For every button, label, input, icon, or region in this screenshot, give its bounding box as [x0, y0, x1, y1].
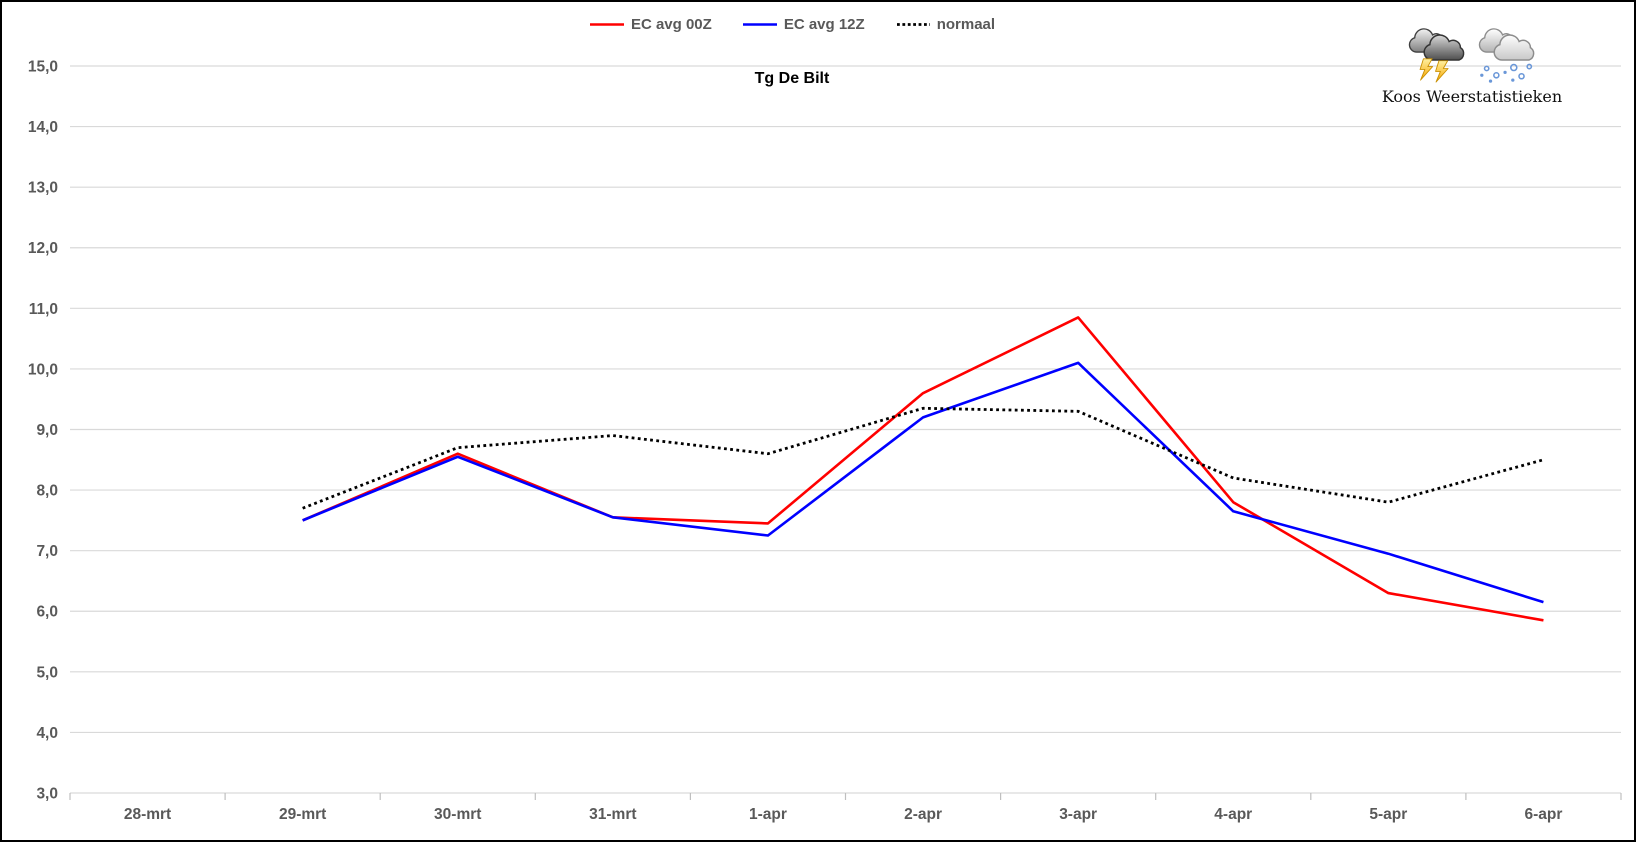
- y-axis-tick-label: 6,0: [36, 604, 58, 621]
- legend-marker-red-line-icon: [589, 23, 624, 26]
- y-axis-tick-label: 15,0: [28, 58, 58, 75]
- x-axis-tick-label: 28-mrt: [124, 806, 171, 823]
- legend-item-ec-avg-00z: EC avg 00Z: [589, 16, 712, 33]
- branding-icons: [1405, 22, 1539, 84]
- legend-marker-blue-line-icon: [742, 23, 777, 26]
- legend-label: EC avg 00Z: [630, 16, 712, 33]
- y-axis-tick-label: 10,0: [28, 361, 58, 378]
- x-axis-tick-label: 31-mrt: [589, 806, 636, 823]
- y-axis-tick-label: 8,0: [36, 483, 58, 500]
- chart-title: Tg De Bilt: [754, 70, 830, 87]
- y-axis-tick-label: 3,0: [36, 785, 58, 802]
- y-axis-tick-label: 13,0: [28, 180, 58, 197]
- x-axis-tick-label: 1-apr: [749, 806, 787, 823]
- cloud-hail-icon: [1478, 28, 1535, 83]
- x-axis-tick-label: 3-apr: [1059, 806, 1097, 823]
- y-axis-tick-label: 11,0: [29, 301, 58, 318]
- y-axis-tick-label: 7,0: [36, 543, 58, 560]
- y-axis-tick-label: 9,0: [36, 422, 58, 439]
- series-line-ec-avg-00z: [302, 316, 1544, 622]
- y-axis-tick-label: 4,0: [36, 725, 58, 742]
- x-axis-tick-label: 5-apr: [1369, 806, 1407, 823]
- x-axis-tick-label: 29-mrt: [279, 806, 326, 823]
- legend-item-ec-avg-12z: EC avg 12Z: [742, 16, 865, 33]
- x-axis-tick-label: 30-mrt: [434, 806, 481, 823]
- y-axis-tick-label: 12,0: [28, 240, 58, 257]
- x-axis-tick-label: 2-apr: [904, 806, 942, 823]
- legend-item-normaal: normaal: [895, 16, 995, 33]
- branding: Koos Weerstatistieken: [1381, 22, 1563, 106]
- y-axis-tick-label: 14,0: [28, 119, 58, 136]
- legend-label: normaal: [936, 16, 996, 33]
- y-axis-tick-label: 5,0: [36, 664, 58, 681]
- x-axis-tick-label: 4-apr: [1214, 806, 1252, 823]
- legend-marker-dotted-line-icon: [896, 23, 930, 26]
- x-axis-tick-label: 6-apr: [1524, 806, 1562, 823]
- legend-label: EC avg 12Z: [783, 16, 865, 33]
- series-line-ec-avg-12z: [302, 361, 1544, 604]
- storm-cloud-lightning-icon: [1408, 28, 1465, 83]
- series-line-normaal: [302, 406, 1544, 510]
- chart-legend: EC avg 00Z EC avg 12Z normaal: [2, 16, 1582, 33]
- branding-caption: Koos Weerstatistieken: [1381, 87, 1563, 106]
